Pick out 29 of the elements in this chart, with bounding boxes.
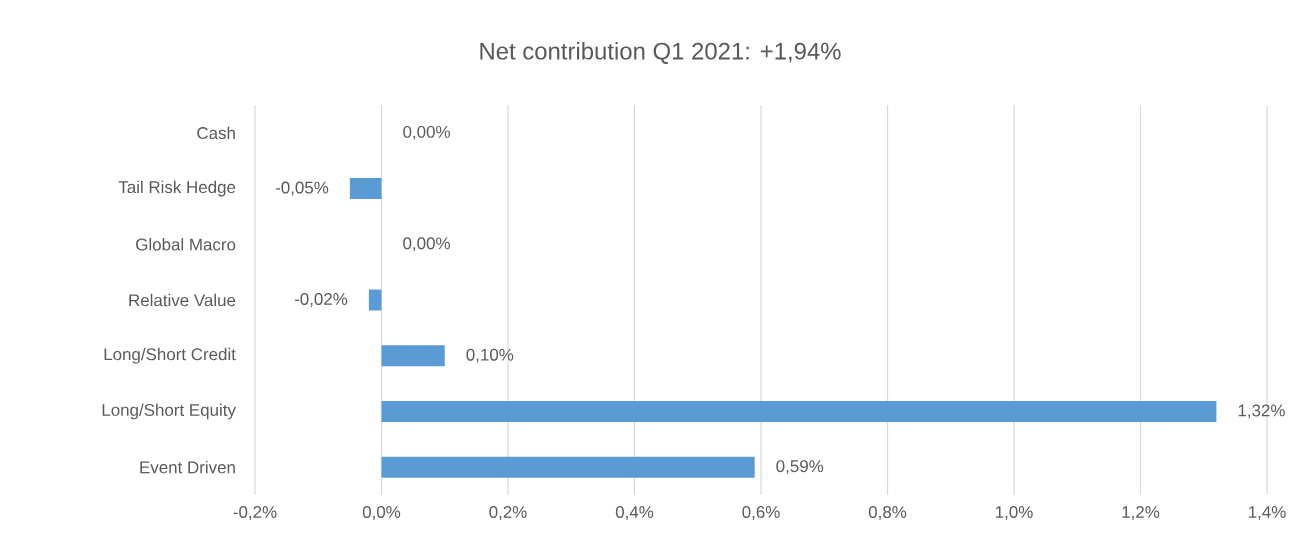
data-label: 0,00%: [403, 125, 450, 140]
y-tick-label: Long/Short Equity: [102, 403, 236, 420]
data-label: 0,10%: [466, 348, 514, 363]
x-tick-label: 0,4%: [615, 506, 654, 521]
bar: [381, 400, 1217, 422]
bar: [368, 289, 382, 311]
chart-title: Net contribution Q1 2021: +1,94%: [480, 42, 841, 64]
data-label: 1,32%: [1238, 404, 1285, 419]
bar: [381, 456, 755, 478]
data-label: -0,02%: [294, 293, 348, 307]
x-tick-label: 1,4%: [1248, 506, 1286, 520]
data-label: -0,05%: [275, 181, 329, 196]
x-tick-label: 0,0%: [362, 506, 401, 521]
data-label: 0,00%: [403, 237, 450, 252]
x-tick-label: 0,8%: [868, 506, 907, 521]
y-tick-label: Long/Short Credit: [104, 347, 236, 364]
x-tick-label: 0,2%: [489, 506, 527, 521]
y-tick-label: Relative Value: [129, 293, 236, 307]
bar: [381, 345, 445, 367]
x-tick-label: 1,0%: [995, 506, 1033, 521]
x-tick-label: 1,2%: [1122, 506, 1160, 521]
y-tick-label: Event Driven: [140, 460, 235, 474]
bar: [349, 178, 382, 200]
data-label: 0,59%: [776, 460, 824, 475]
y-tick-label: Tail Risk Hedge: [118, 180, 236, 197]
x-tick-label: -0,2%: [233, 506, 277, 521]
y-tick-label: Global Macro: [136, 238, 236, 251]
y-tick-label: Cash: [197, 126, 235, 140]
x-tick-label: 0,6%: [742, 506, 780, 521]
